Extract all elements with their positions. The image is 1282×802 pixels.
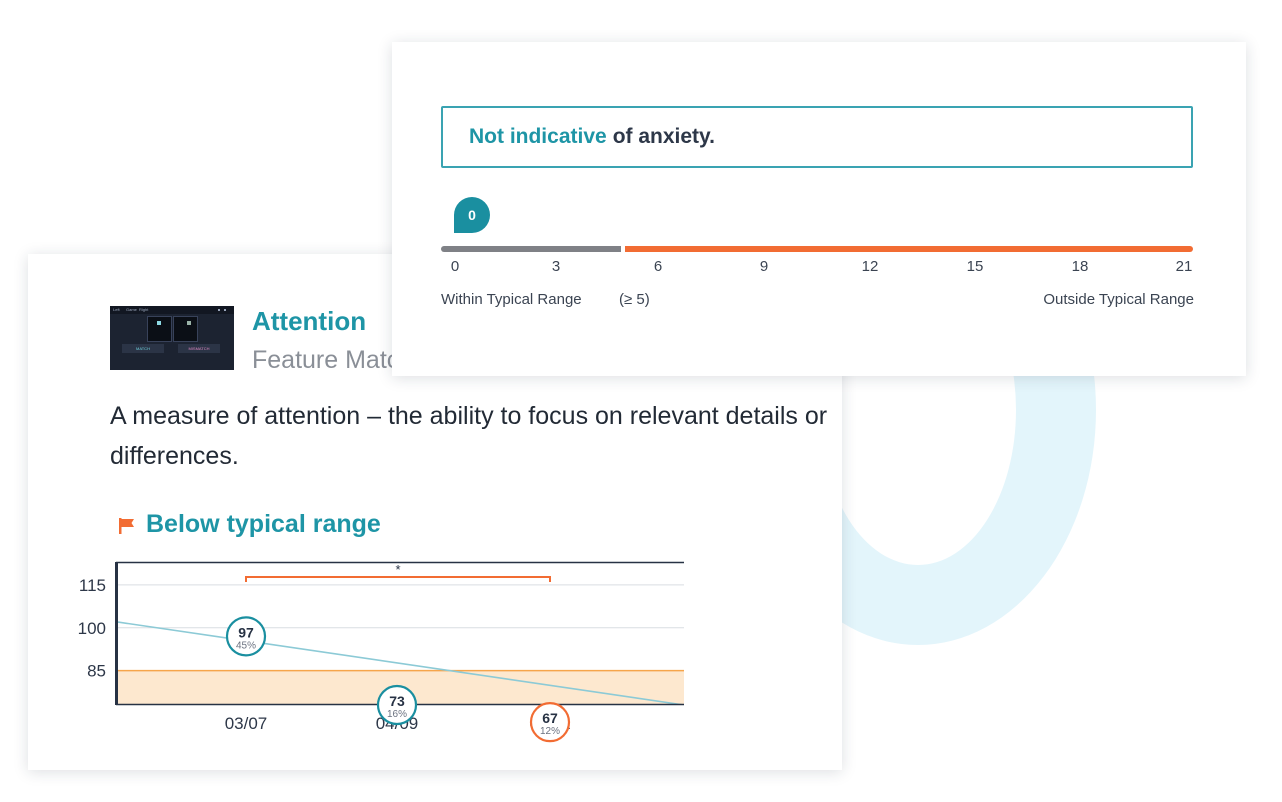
score-value-label: 97 bbox=[238, 624, 254, 640]
y-tick-label: 115 bbox=[79, 576, 106, 595]
result-text: of anxiety. bbox=[612, 125, 716, 148]
scale-tick-12: 12 bbox=[861, 258, 879, 275]
feature-subtitle: Feature Match bbox=[252, 346, 414, 374]
thumbnail-panel-right bbox=[173, 316, 198, 342]
thumbnail-label-right: Right bbox=[139, 307, 149, 312]
scale-tick-0: 0 bbox=[450, 258, 460, 275]
score-value-label: 67 bbox=[542, 710, 558, 726]
feature-match-thumbnail[interactable]: Left Game Right MATCH MISMATCH bbox=[110, 306, 234, 370]
outside-range-bar bbox=[625, 246, 1193, 252]
scale-tick-3: 3 bbox=[551, 258, 561, 275]
anxiety-card: Not indicative of anxiety. 0 0 3 6 9 12 … bbox=[392, 42, 1246, 376]
result-banner: Not indicative of anxiety. bbox=[441, 106, 1193, 168]
thumbnail-cell-icon bbox=[187, 321, 191, 325]
thumbnail-label-left: Left bbox=[113, 307, 120, 312]
result-highlight: Not indicative bbox=[469, 125, 607, 148]
y-tick-label: 85 bbox=[87, 662, 106, 681]
x-tick-label: 03/07 bbox=[225, 714, 268, 733]
scale-tick-6: 6 bbox=[653, 258, 663, 275]
thumbnail-match-button: MATCH bbox=[122, 344, 164, 353]
within-range-bar bbox=[441, 246, 621, 252]
scale-tick-9: 9 bbox=[759, 258, 769, 275]
score-marker bbox=[225, 616, 267, 657]
percentile-label: 45% bbox=[236, 640, 256, 651]
threshold-label: (≥ 5) bbox=[619, 291, 650, 308]
score-value-label: 73 bbox=[389, 693, 405, 709]
range-status-label: Below typical range bbox=[146, 510, 381, 538]
outside-range-label: Outside Typical Range bbox=[1043, 291, 1194, 308]
thumbnail-label-game: Game bbox=[126, 307, 137, 312]
flag-icon bbox=[119, 518, 134, 534]
scale-tick-18: 18 bbox=[1071, 258, 1089, 275]
percentile-label: 12% bbox=[540, 726, 560, 737]
thumbnail-panel-left bbox=[147, 316, 172, 342]
score-value: 0 bbox=[468, 207, 476, 223]
thumbnail-cell-icon bbox=[157, 321, 161, 325]
feature-title: Attention bbox=[252, 306, 367, 336]
score-marker bbox=[529, 702, 571, 743]
feature-description: A measure of attention – the ability to … bbox=[110, 402, 828, 470]
score-marker bbox=[376, 684, 418, 726]
thumbnail-close-icon bbox=[224, 309, 226, 311]
trend-line bbox=[118, 621, 684, 705]
scale-tick-21: 21 bbox=[1175, 258, 1193, 275]
thumbnail-menu-icon bbox=[218, 309, 220, 311]
significance-marker: * bbox=[395, 562, 400, 577]
scale-tick-15: 15 bbox=[966, 258, 984, 275]
percentile-label: 16% bbox=[387, 709, 407, 720]
y-tick-label: 100 bbox=[78, 619, 106, 638]
significance-bracket: * bbox=[245, 562, 551, 582]
within-range-label: Within Typical Range bbox=[441, 291, 582, 308]
thumbnail-top-bar bbox=[110, 306, 234, 314]
thumbnail-mismatch-button: MISMATCH bbox=[178, 344, 220, 353]
score-pin: 0 bbox=[454, 197, 490, 233]
